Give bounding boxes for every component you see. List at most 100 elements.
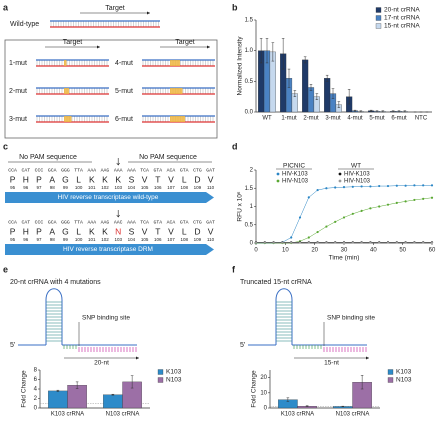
amino-acid: V	[208, 174, 214, 184]
amino-acid: V	[142, 174, 148, 184]
codon: GCA	[48, 219, 57, 225]
codon: AAA	[87, 219, 96, 225]
point	[360, 209, 363, 212]
position: 109	[194, 185, 202, 190]
position: 103	[114, 237, 122, 242]
amino-acid: P	[36, 226, 42, 236]
x-tick-label: 40	[370, 248, 377, 254]
point	[351, 212, 354, 215]
arrow-head	[207, 45, 210, 49]
mutation	[175, 60, 178, 66]
codon: CAT	[21, 219, 30, 225]
x-tick-label: WT	[262, 116, 272, 122]
error-bar	[281, 38, 285, 70]
arrow-head	[136, 356, 139, 360]
amino-acid: K	[102, 226, 108, 236]
codon: AAA	[114, 167, 123, 173]
point	[404, 241, 407, 244]
codon: TTA	[74, 219, 83, 225]
label: 1-mut	[9, 60, 27, 67]
position: 104	[128, 237, 136, 242]
legend-swatch	[375, 7, 382, 13]
point	[430, 241, 434, 244]
position: 100	[75, 237, 83, 242]
error-bar	[381, 110, 385, 113]
banner-label: HIV reverse transcriptase DRM	[63, 246, 153, 253]
point	[351, 241, 354, 244]
legend-marker	[338, 179, 342, 183]
y-tick-label: 6	[34, 377, 38, 383]
mutation	[170, 116, 173, 122]
point	[254, 241, 258, 244]
x-tick-label: K103 crRNA	[281, 412, 314, 418]
legend-title: WT	[351, 163, 361, 170]
label: Truncated 15-nt crRNA	[240, 279, 312, 286]
position: 108	[180, 185, 188, 190]
point	[378, 205, 381, 208]
position: 106	[154, 237, 162, 242]
amino-acid: D	[194, 226, 200, 236]
codon: GCA	[48, 167, 57, 173]
bar	[103, 394, 123, 409]
point	[298, 241, 302, 244]
label: Target	[63, 39, 83, 46]
position: 101	[88, 237, 96, 242]
amino-acid: L	[182, 226, 187, 236]
label: 5'	[10, 342, 15, 349]
position: 100	[75, 185, 83, 190]
point	[369, 207, 372, 210]
hairpin	[45, 288, 63, 345]
point	[378, 241, 381, 244]
mutation	[172, 88, 175, 94]
legend-label: N103	[396, 377, 412, 384]
label: 5-mut	[115, 88, 133, 95]
point	[325, 225, 328, 228]
amino-acid: P	[10, 226, 16, 236]
label: 20-nt crRNA with 4 mutations	[10, 279, 101, 286]
legend-label: N103	[166, 377, 182, 384]
amino-acid: S	[129, 174, 135, 184]
panel-label: f	[232, 264, 236, 274]
point	[342, 216, 346, 219]
x-tick-label: 4-mut	[347, 116, 363, 122]
position: 99	[63, 185, 69, 190]
point	[386, 184, 390, 188]
point	[316, 230, 319, 234]
error-bar	[337, 101, 341, 108]
mutation	[180, 88, 183, 94]
point	[395, 201, 398, 204]
legend-label: HIV-K103	[344, 172, 370, 178]
error-bar	[359, 110, 363, 113]
mutation	[66, 88, 69, 94]
y-tick-label: 1	[250, 204, 254, 210]
error-bar	[309, 84, 313, 91]
legend-marker	[276, 179, 280, 183]
mutation	[64, 116, 67, 122]
legend-label: K103	[166, 369, 182, 376]
error-bar	[265, 38, 269, 64]
point	[413, 184, 416, 187]
error-bar	[259, 38, 263, 64]
point	[290, 236, 293, 239]
label: No PAM sequence	[19, 154, 77, 161]
legend-marker	[276, 172, 280, 176]
codon: ACA	[167, 219, 176, 225]
codon: GGG	[61, 167, 70, 173]
position: 97	[36, 237, 42, 242]
point	[334, 220, 337, 223]
x-tick-label: 60	[429, 248, 436, 254]
position: 98	[50, 185, 56, 190]
codon: GAT	[206, 219, 215, 225]
position: 107	[167, 185, 175, 190]
error-bar	[130, 375, 134, 389]
codon: AAG	[101, 219, 110, 225]
legend-swatch	[157, 369, 164, 375]
x-tick-label: 5-mut	[369, 116, 385, 122]
point	[325, 187, 328, 190]
amino-acid: T	[155, 174, 160, 184]
error-bar	[375, 110, 379, 113]
amino-acid: K	[89, 174, 95, 184]
amino-acid: H	[23, 226, 29, 236]
label: 20-nt	[94, 360, 109, 367]
amino-acid: V	[168, 226, 174, 236]
